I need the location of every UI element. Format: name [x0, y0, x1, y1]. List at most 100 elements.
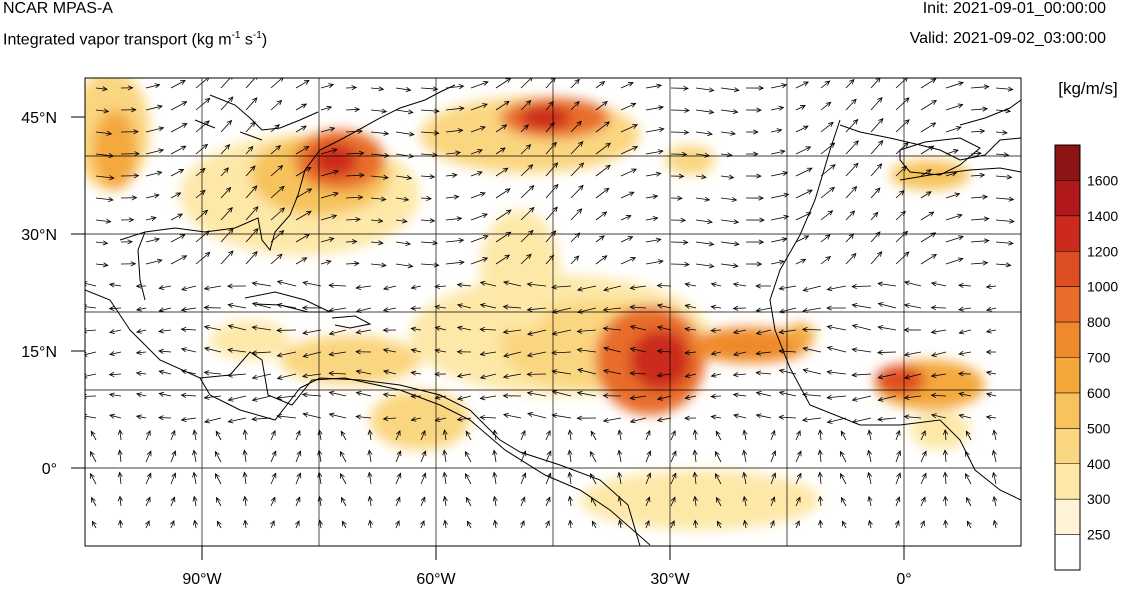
wind-vector-540: [629, 395, 647, 401]
wind-vector-26: [745, 85, 765, 91]
wind-vector-554: [985, 392, 997, 398]
wind-vector-101: [770, 128, 783, 134]
wind-vector-76: [145, 126, 165, 133]
wind-vector-142: [870, 140, 884, 155]
wind-vector-574: [551, 413, 572, 419]
wind-vector-158: [345, 172, 365, 178]
wind-vector-449: [204, 346, 222, 353]
wind-vector-265: [245, 228, 259, 243]
wind-vector-59: [645, 105, 665, 111]
field-title-exp1: -1: [231, 30, 241, 41]
wind-vector-67: [845, 98, 857, 111]
wind-vector-271: [395, 240, 412, 246]
colorbar-swatch-4: [1055, 392, 1080, 429]
wind-vector-199: [445, 194, 460, 200]
wind-vector-489: [276, 373, 297, 380]
wind-vector-598: [242, 429, 248, 441]
wind-vector-694: [795, 472, 802, 485]
wind-vector-366: [903, 280, 922, 287]
wind-vector-330: [945, 257, 964, 265]
wind-vector-531: [410, 393, 422, 399]
us-east-coast: [119, 84, 456, 252]
wind-vector-769: [818, 519, 824, 529]
wind-vector-565: [328, 412, 347, 419]
wind-vector-7: [270, 78, 284, 89]
wind-vector-137: [745, 151, 759, 157]
wind-vector-237: [470, 213, 488, 221]
wind-vector-295: [995, 240, 1014, 246]
wind-vector-639: [339, 450, 347, 463]
wind-vector-392: [629, 304, 647, 310]
wind-vector-549: [851, 395, 872, 402]
colorbar-label-1600: 1600: [1087, 172, 1118, 188]
wind-vector-647: [545, 450, 552, 463]
wind-vector-251: [820, 210, 834, 221]
wind-vector-723: [591, 496, 597, 507]
wind-vector-74: [95, 130, 113, 136]
wind-vector-674: [295, 472, 302, 485]
wind-vector-228: [245, 206, 259, 221]
wind-vector-748: [294, 520, 300, 529]
wind-vector-768: [795, 520, 800, 529]
wind-vector-195: [345, 194, 364, 200]
wind-vector-767: [769, 520, 775, 529]
wind-vector-343: [328, 282, 347, 288]
wind-vector-367: [930, 281, 947, 287]
wind-vector-145: [945, 149, 959, 155]
wind-vector-541: [656, 395, 672, 401]
wind-vector-63: [745, 107, 762, 113]
wind-vector-472: [778, 348, 797, 354]
wind-vector-475: [851, 347, 872, 353]
wind-vector-246: [695, 219, 713, 225]
wind-vector-269: [345, 239, 358, 245]
wind-vector-559: [180, 416, 197, 422]
wind-vector-556: [109, 413, 122, 419]
wind-vector-672: [242, 471, 248, 485]
wind-vector-256: [945, 213, 963, 221]
wind-vector-173: [720, 174, 735, 180]
wind-vector-328: [895, 251, 910, 265]
wind-vector-302: [245, 251, 258, 265]
wind-vector-685: [567, 471, 573, 485]
wind-vector-336: [158, 284, 172, 290]
wind-vector-48: [370, 108, 388, 114]
wind-vector-157: [320, 169, 340, 177]
wind-vector-225: [170, 213, 184, 221]
map-frame: [84, 77, 1022, 547]
wind-vector-491: [328, 370, 347, 376]
wind-vector-715: [395, 496, 401, 507]
wind-vector-663: [942, 449, 948, 463]
wind-vector-465: [603, 346, 622, 353]
wind-vector-710: [270, 496, 276, 507]
wind-vector-763: [670, 520, 675, 529]
wind-vector-600: [295, 429, 301, 441]
wind-vector-738: [966, 496, 972, 507]
wind-vector-396: [732, 305, 747, 311]
wind-vector-61: [695, 109, 715, 115]
wind-vector-477: [903, 351, 922, 357]
wind-vector-326: [845, 252, 857, 265]
wind-vector-369: [985, 284, 997, 290]
wind-vector-418: [355, 329, 372, 335]
wind-vector-577: [629, 417, 647, 424]
wind-vector-439: [877, 325, 897, 331]
wind-vector-318: [645, 259, 664, 265]
wind-vector-298: [145, 258, 163, 265]
wind-vector-440: [903, 327, 922, 333]
wind-vector-18: [545, 78, 556, 89]
wind-vector-94: [595, 121, 610, 133]
wind-vector-180: [895, 165, 907, 177]
valid-time: Valid: 2021-09-02_03:00:00: [909, 30, 1106, 47]
wind-vector-345: [382, 285, 397, 291]
colorbar-label-1000: 1000: [1087, 279, 1118, 295]
wind-vector-194: [320, 191, 339, 199]
wind-vector-305: [320, 259, 332, 265]
wind-vector-98: [695, 131, 713, 137]
wind-vector-33: [920, 78, 937, 89]
wind-vector-643: [442, 449, 448, 463]
wind-vector-186: [120, 195, 138, 201]
wind-vector-378: [276, 302, 297, 309]
wind-vector-73: [995, 108, 1012, 114]
wind-vector-350: [503, 280, 522, 287]
wind-vector-410: [158, 328, 172, 334]
